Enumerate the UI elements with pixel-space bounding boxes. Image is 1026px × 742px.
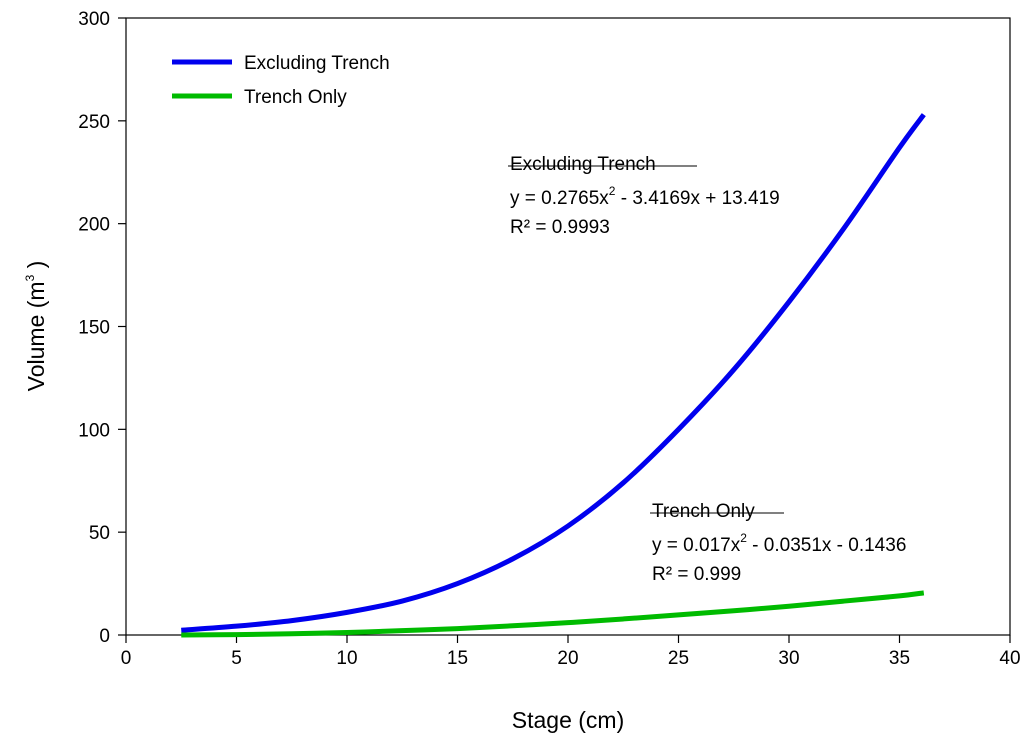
y-tick-label: 100 bbox=[78, 420, 110, 441]
y-tick-label: 0 bbox=[99, 626, 110, 647]
legend: Excluding Trench Trench Only bbox=[172, 53, 390, 108]
annotation-trench-only: Trench Only y = 0.017x2 - 0.0351x - 0.14… bbox=[650, 501, 906, 585]
axis-ticks: 0 5 10 15 20 25 30 35 40 0 50 100 150 200 250 300 bbox=[78, 9, 1020, 669]
y-tick-label: 50 bbox=[89, 523, 110, 544]
annotation-equation-trench-only: y = 0.017x2 - 0.0351x - 0.1436 bbox=[652, 531, 906, 556]
legend-label-excluding-trench: Excluding Trench bbox=[244, 53, 390, 74]
annotation-excluding-trench: Excluding Trench y = 0.2765x2 - 3.4169x … bbox=[508, 154, 780, 238]
series-line-trench-only bbox=[181, 590, 925, 638]
x-tick-label: 35 bbox=[889, 648, 910, 669]
x-tick-label: 30 bbox=[778, 648, 799, 669]
annotation-equation-excluding-trench: y = 0.2765x2 - 3.4169x + 13.419 bbox=[510, 184, 780, 209]
x-tick-label: 10 bbox=[336, 648, 357, 669]
y-tick-label: 300 bbox=[78, 9, 110, 30]
series-layer bbox=[181, 113, 926, 638]
annotation-title-trench-only: Trench Only bbox=[652, 501, 755, 522]
y-tick-label: 200 bbox=[78, 215, 110, 236]
y-axis-title: Volume (m3 ) bbox=[23, 261, 49, 392]
series-line-excluding-trench bbox=[181, 113, 926, 633]
y-tick-label: 250 bbox=[78, 112, 110, 133]
x-axis-title: Stage (cm) bbox=[512, 707, 624, 733]
legend-label-trench-only: Trench Only bbox=[244, 87, 347, 108]
x-tick-label: 25 bbox=[668, 648, 689, 669]
x-tick-label: 20 bbox=[557, 648, 578, 669]
annotation-r2-excluding-trench: R² = 0.9993 bbox=[510, 217, 610, 238]
y-tick-label: 150 bbox=[78, 318, 110, 339]
x-tick-label: 40 bbox=[999, 648, 1020, 669]
annotation-r2-trench-only: R² = 0.999 bbox=[652, 564, 741, 585]
x-tick-label: 0 bbox=[121, 648, 132, 669]
x-tick-label: 15 bbox=[447, 648, 468, 669]
x-tick-label: 5 bbox=[231, 648, 242, 669]
annotation-title-excluding-trench: Excluding Trench bbox=[510, 154, 656, 175]
